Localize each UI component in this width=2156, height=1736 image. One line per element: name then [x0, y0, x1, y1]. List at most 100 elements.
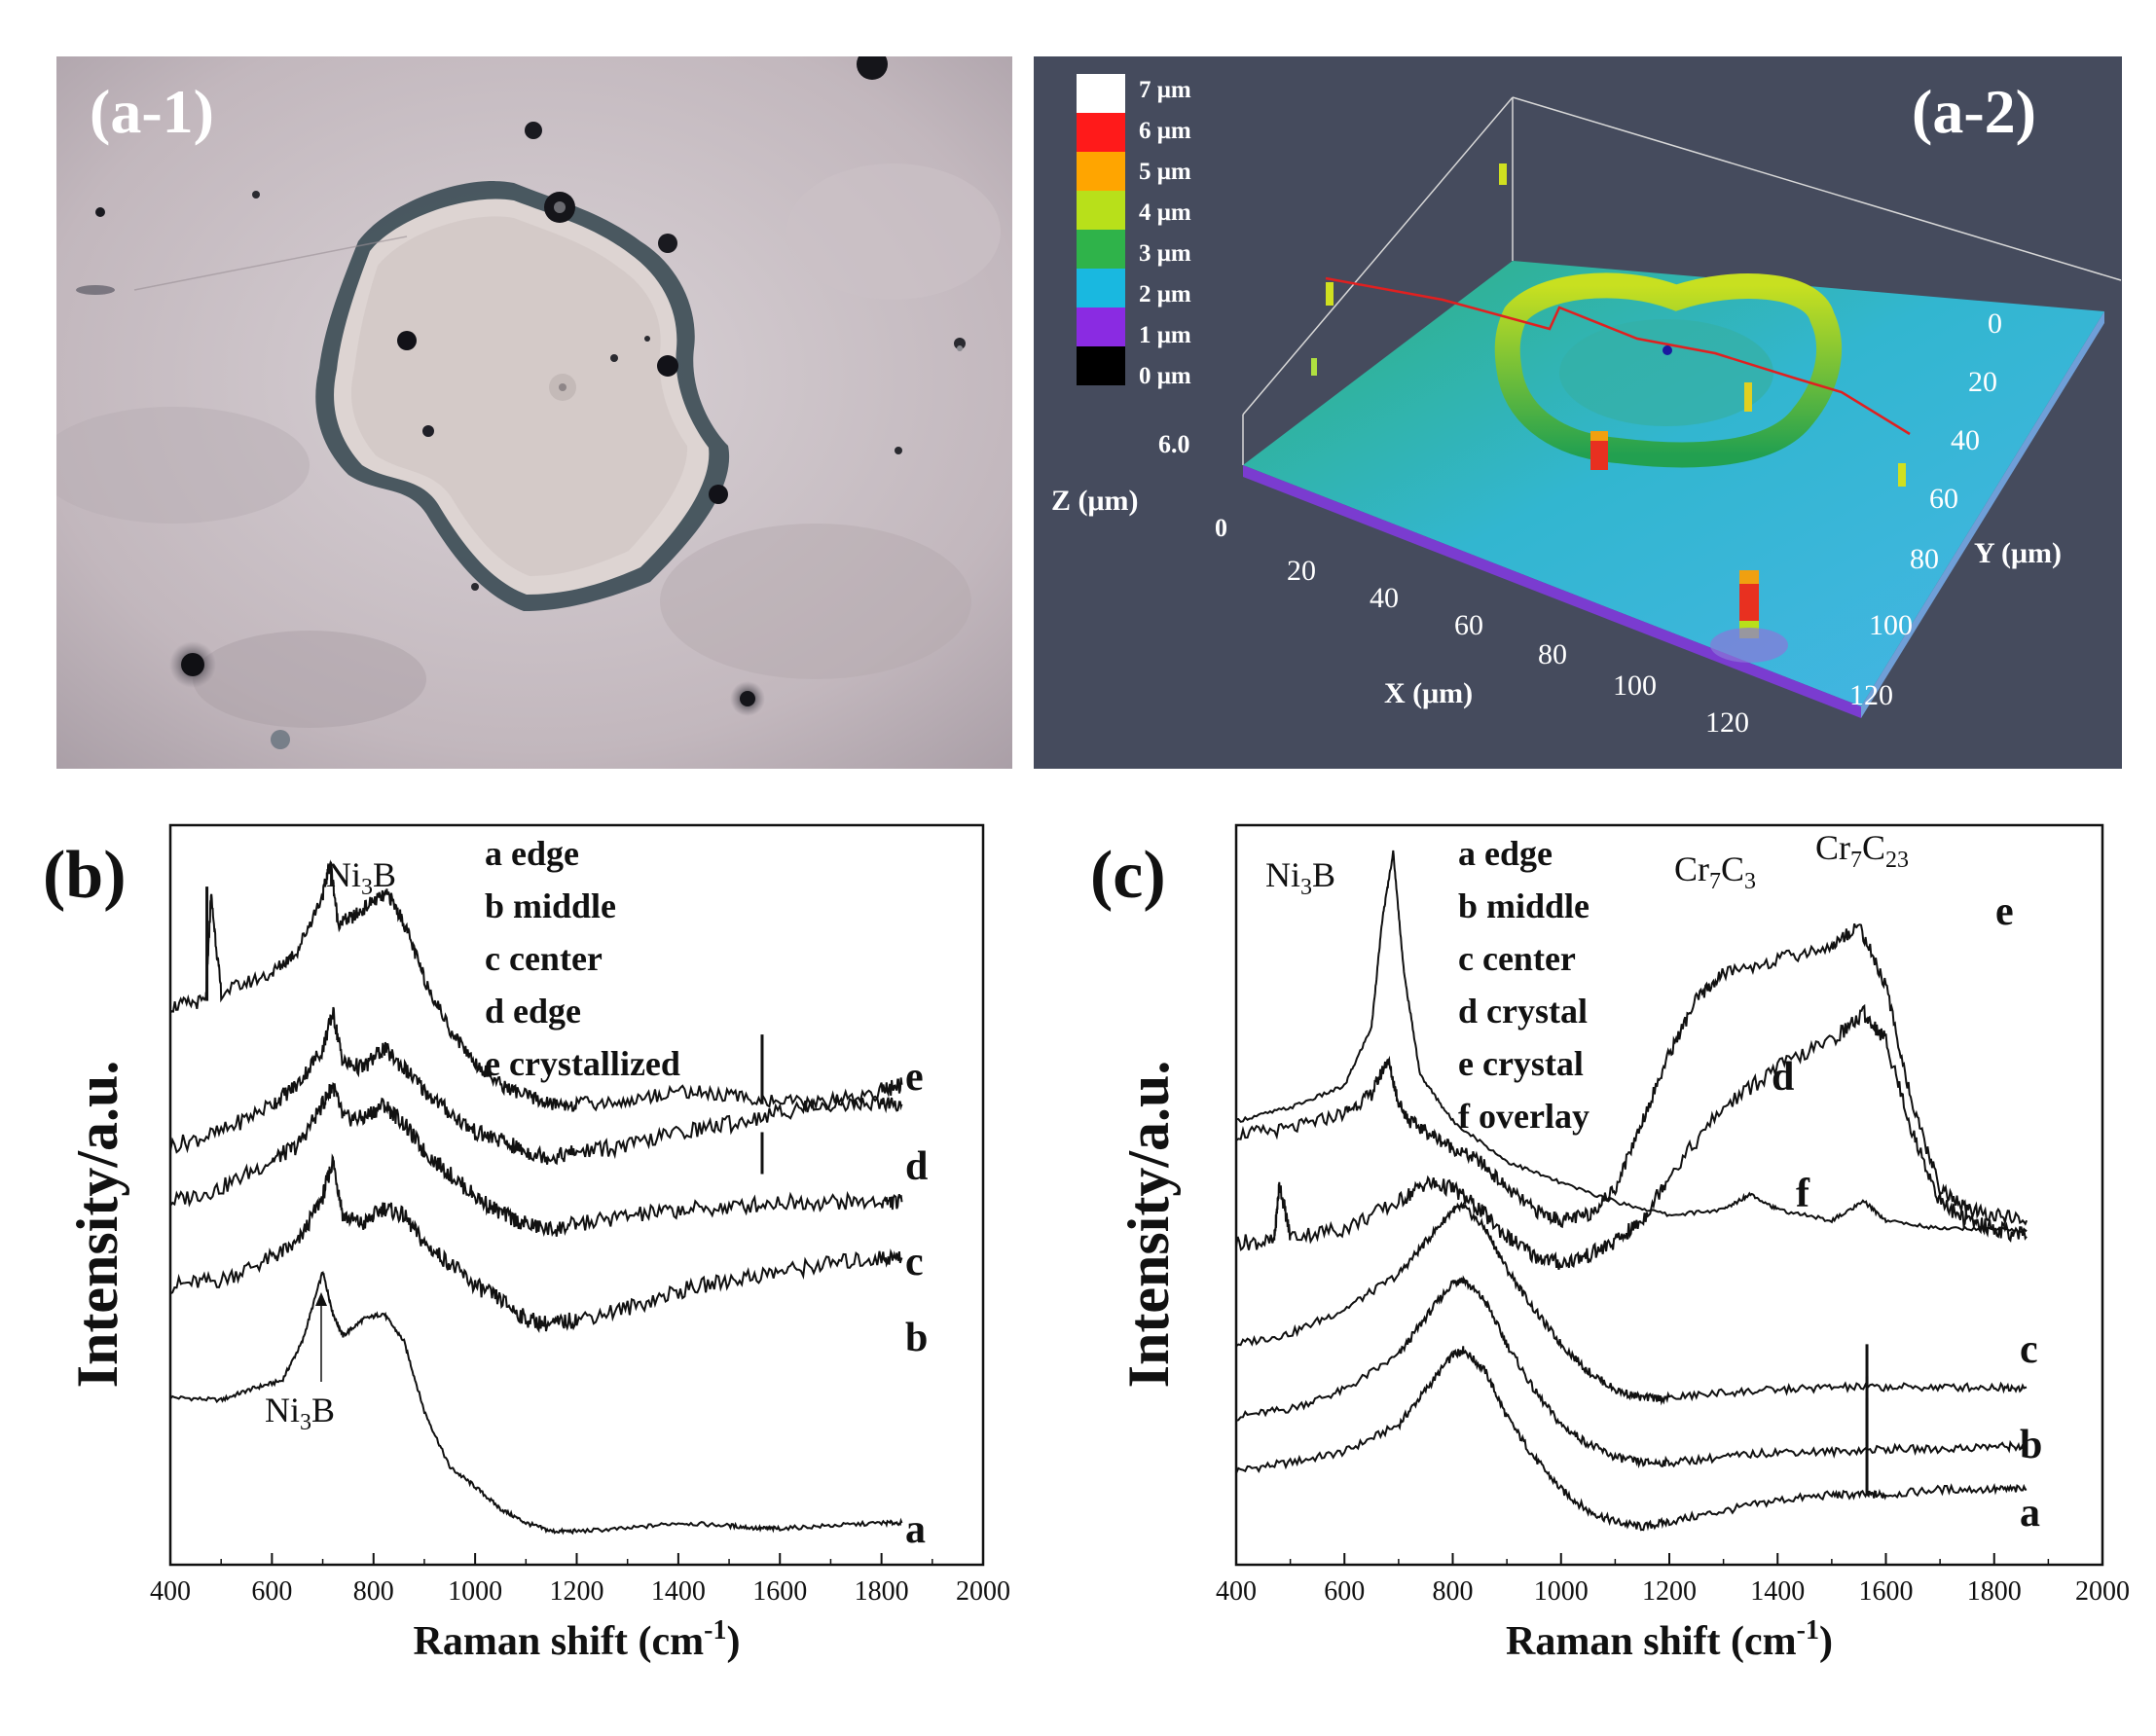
x-tick-60: 60	[1454, 609, 1483, 641]
x-tick-80: 80	[1538, 638, 1567, 670]
x-axis-label-c: Raman shift (cm-1)	[1506, 1615, 1833, 1664]
x-tick-label-b-2000: 2000	[956, 1576, 1010, 1607]
series-b-b	[169, 1153, 903, 1333]
x-tick-label-b-1400: 1400	[651, 1576, 706, 1607]
x-tick-label-c-800: 800	[1433, 1576, 1474, 1607]
series-c-c	[1235, 1201, 2028, 1406]
series-label-b-e: e	[905, 1055, 924, 1100]
y-tick-100: 100	[1869, 609, 1913, 641]
chart-c-svg: 400 600 800 1000 1200 1400 1600 1800 2000 Raman s…	[1116, 823, 2130, 1664]
series-label-c-b: b	[2020, 1423, 2042, 1467]
peak-label-ni3b-top-sub: 3	[361, 875, 373, 901]
peak-label-ni3b-bottom-main: Ni	[265, 1391, 300, 1429]
peak-label-ni3b-end: B	[1312, 855, 1336, 894]
legend-c-e: e crystal	[1458, 1044, 1584, 1083]
x-tick-label-c-1800: 1800	[1967, 1576, 2022, 1607]
series-label-c-f: f	[1796, 1172, 1810, 1216]
peak-label-ni3b-sub: 3	[1300, 875, 1312, 901]
x-tick-label-c-1400: 1400	[1750, 1576, 1805, 1607]
y-tick-20: 20	[1968, 366, 1997, 398]
peak-label-ni3b-bottom-end: B	[311, 1391, 336, 1429]
series-label-b-d: d	[905, 1144, 928, 1189]
legend-b-b: b middle	[485, 886, 617, 925]
cr7c3-a: Cr	[1674, 850, 1709, 888]
legend-c-f: f overlay	[1458, 1097, 1590, 1136]
legend-0um: 0 μm	[1139, 363, 1191, 389]
series-label-b-a: a	[905, 1507, 926, 1552]
legend-b: a edge b middle c center d edge e crysta…	[485, 827, 680, 1090]
legend-b-a: a edge	[485, 834, 579, 873]
legend-b-e: e crystallized	[485, 1044, 680, 1083]
x-tick-label-c-600: 600	[1324, 1576, 1365, 1607]
series-c-a	[1235, 1346, 2028, 1532]
y-tick-120: 120	[1849, 679, 1893, 711]
panel-label-c: (c)	[1090, 838, 1166, 913]
peak-label-ni3b-bottom-sub: 3	[300, 1410, 311, 1436]
legend-c-a: a edge	[1458, 834, 1553, 873]
y-tick-40: 40	[1951, 424, 1980, 456]
z-tick-0: 0	[1215, 514, 1227, 542]
cr7c3-c: C	[1721, 850, 1745, 888]
peak-label-cr7c23: Cr7C23	[1815, 827, 1909, 874]
legend-c-d: d crystal	[1458, 992, 1588, 1031]
x-tick-label-c-1000: 1000	[1534, 1576, 1589, 1607]
cr7c23-b: 7	[1850, 848, 1862, 874]
x-tick-label-b-1800: 1800	[855, 1576, 909, 1607]
topography-image	[1077, 74, 2122, 718]
legend-b-c: c center	[485, 939, 603, 978]
panel-label-a2: (a-2)	[1912, 77, 2036, 146]
ni3b-arrow-head	[315, 1292, 327, 1306]
series-c-e	[1235, 922, 2028, 1229]
peak-label-ni3b-main: Ni	[1265, 855, 1300, 894]
series-c-d	[1235, 1003, 2028, 1271]
series-c-b	[1235, 1275, 2028, 1469]
legend-c-c: c center	[1458, 939, 1576, 978]
legend-c-b: b middle	[1458, 886, 1590, 925]
panel-label-b: (b)	[43, 838, 127, 913]
legend-b-d: d edge	[485, 992, 581, 1031]
y-tick-0: 0	[1988, 307, 2002, 340]
series-b-a	[169, 1271, 903, 1536]
raman-chart-c: 400 600 800 1000 1200 1400 1600 1800 2000 Raman s…	[1090, 808, 2151, 1722]
peak-label-ni3b-top-end: B	[373, 855, 397, 894]
series-label-b-c: c	[905, 1240, 924, 1284]
series-b-c	[169, 1081, 903, 1238]
y-axis-label: Y (μm)	[1974, 537, 2063, 569]
y-axis-label-c: Intensity/a.u.	[1116, 1061, 1181, 1389]
x-tick-label-c-1200: 1200	[1642, 1576, 1697, 1607]
raman-chart-b: 400 600 800 1000 1200 1400 1600 1800 2000 Raman s…	[39, 808, 1041, 1722]
x-tick-label-b-800: 800	[353, 1576, 394, 1607]
topography-panel: 7 μm 6 μm 5 μm 4 μm 3 μm 2 μm 1 μm 0 μm …	[1034, 56, 2122, 769]
x-tick-40: 40	[1370, 582, 1399, 614]
cr7c23-c: C	[1862, 828, 1886, 867]
series-label-c-e: e	[1995, 889, 2014, 934]
x-tick-label-b-1000: 1000	[448, 1576, 502, 1607]
legend-6um: 6 μm	[1139, 118, 1191, 144]
z-tick-6: 6.0	[1158, 430, 1190, 458]
series-c-f	[1235, 850, 2028, 1235]
legend-4um: 4 μm	[1139, 199, 1191, 226]
panel-label-a1: (a-1)	[90, 77, 214, 146]
series-b-e	[169, 859, 903, 1114]
peak-label-cr7c3: Cr7C3	[1674, 849, 1756, 895]
series-label-c-a: a	[2020, 1491, 2040, 1536]
y-tick-60: 60	[1929, 483, 1958, 515]
x-tick-label-b-400: 400	[150, 1576, 191, 1607]
x-axis-label: X (μm)	[1384, 677, 1474, 709]
plot-frame-c	[1234, 823, 2104, 1567]
x-tick-100: 100	[1613, 669, 1657, 702]
z-axis-label: Z (μm)	[1051, 485, 1139, 517]
x-tick-120: 120	[1705, 706, 1749, 739]
y-axis-label-b: Intensity/a.u.	[65, 1061, 129, 1389]
x-axis-label-b: Raman shift (cm-1)	[414, 1615, 741, 1664]
legend-2um: 2 μm	[1139, 281, 1191, 307]
x-tick-label-b-1200: 1200	[550, 1576, 604, 1607]
legend-c: a edge b middle c center d crystal e cry…	[1458, 827, 1590, 1142]
x-tick-label-c-1600: 1600	[1859, 1576, 1914, 1607]
peak-label-ni3b-top: Ni3B	[326, 854, 396, 901]
legend-3um: 3 μm	[1139, 240, 1191, 267]
legend-5um: 5 μm	[1139, 159, 1191, 185]
peak-label-ni3b: Ni3B	[1265, 854, 1335, 901]
x-tick-label-c-2000: 2000	[2075, 1576, 2130, 1607]
x-tick-label-b-1600: 1600	[752, 1576, 807, 1607]
